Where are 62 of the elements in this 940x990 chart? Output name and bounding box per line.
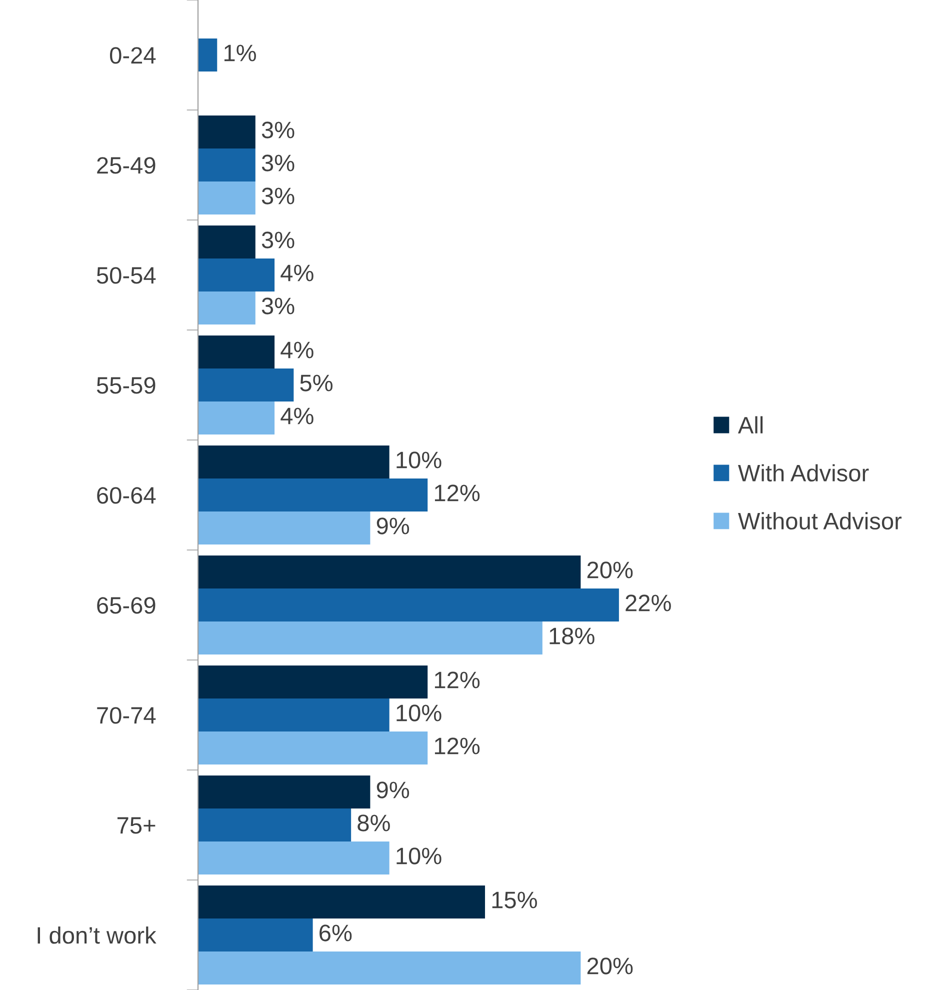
bar [198, 258, 275, 292]
y-tick-label: 65-69 [97, 597, 156, 614]
data-label: 3% [262, 298, 294, 314]
y-tick-label: 50-54 [96, 267, 156, 284]
y-tick-label: 0-24 [110, 47, 156, 64]
data-label: 1% [224, 44, 256, 62]
bar [198, 116, 256, 148]
data-label: 3% [262, 122, 294, 138]
bar [198, 842, 390, 874]
data-label: 9% [376, 518, 410, 534]
data-label: 3% [262, 188, 294, 204]
data-label: 3% [262, 154, 294, 172]
data-label: 3% [262, 232, 294, 248]
bar [198, 446, 390, 478]
data-label: 12% [434, 484, 480, 502]
bar [198, 38, 218, 72]
y-tick-label: 60-64 [97, 487, 156, 504]
data-label: 6% [320, 924, 352, 942]
bar [198, 886, 486, 918]
data-label: 8% [358, 814, 390, 832]
bar [198, 402, 275, 434]
data-label: 4% [280, 342, 314, 358]
bar [198, 226, 256, 258]
bar [198, 698, 390, 732]
legend-label: With Advisor [738, 464, 869, 482]
bar [198, 336, 275, 368]
data-label: 9% [376, 782, 410, 798]
bar [198, 776, 370, 808]
legend-label: Without Advisor [738, 512, 902, 530]
data-label: 20% [587, 562, 633, 578]
data-label: 5% [300, 374, 333, 392]
bar [198, 808, 352, 842]
y-tick-label: 55-59 [96, 377, 156, 394]
bar [198, 588, 619, 622]
y-tick-label: 75+ [117, 817, 156, 834]
bar [198, 182, 256, 214]
data-label: 4% [280, 264, 314, 282]
bar [198, 512, 370, 544]
bar [198, 292, 256, 324]
bar [198, 952, 581, 984]
bar [198, 368, 294, 402]
bar [198, 148, 256, 182]
bar [198, 918, 313, 952]
data-label: 10% [396, 848, 442, 864]
bar [198, 556, 581, 588]
y-tick-label: I don’t work [38, 926, 156, 944]
data-label: 10% [396, 704, 442, 722]
data-label: 20% [587, 958, 633, 974]
data-label: 4% [280, 408, 314, 424]
bar [198, 622, 542, 654]
data-label: 15% [492, 892, 537, 908]
y-tick-label: 25-49 [97, 157, 156, 174]
bar [198, 478, 428, 512]
legend-label: All [738, 416, 763, 434]
data-label: 12% [434, 672, 480, 688]
y-tick-label: 70-74 [97, 707, 156, 724]
data-label: 12% [434, 738, 480, 754]
data-label: 10% [396, 452, 442, 468]
data-label: 22% [626, 594, 671, 612]
bar [198, 666, 428, 698]
bar [198, 732, 428, 764]
data-label: 18% [550, 628, 594, 644]
